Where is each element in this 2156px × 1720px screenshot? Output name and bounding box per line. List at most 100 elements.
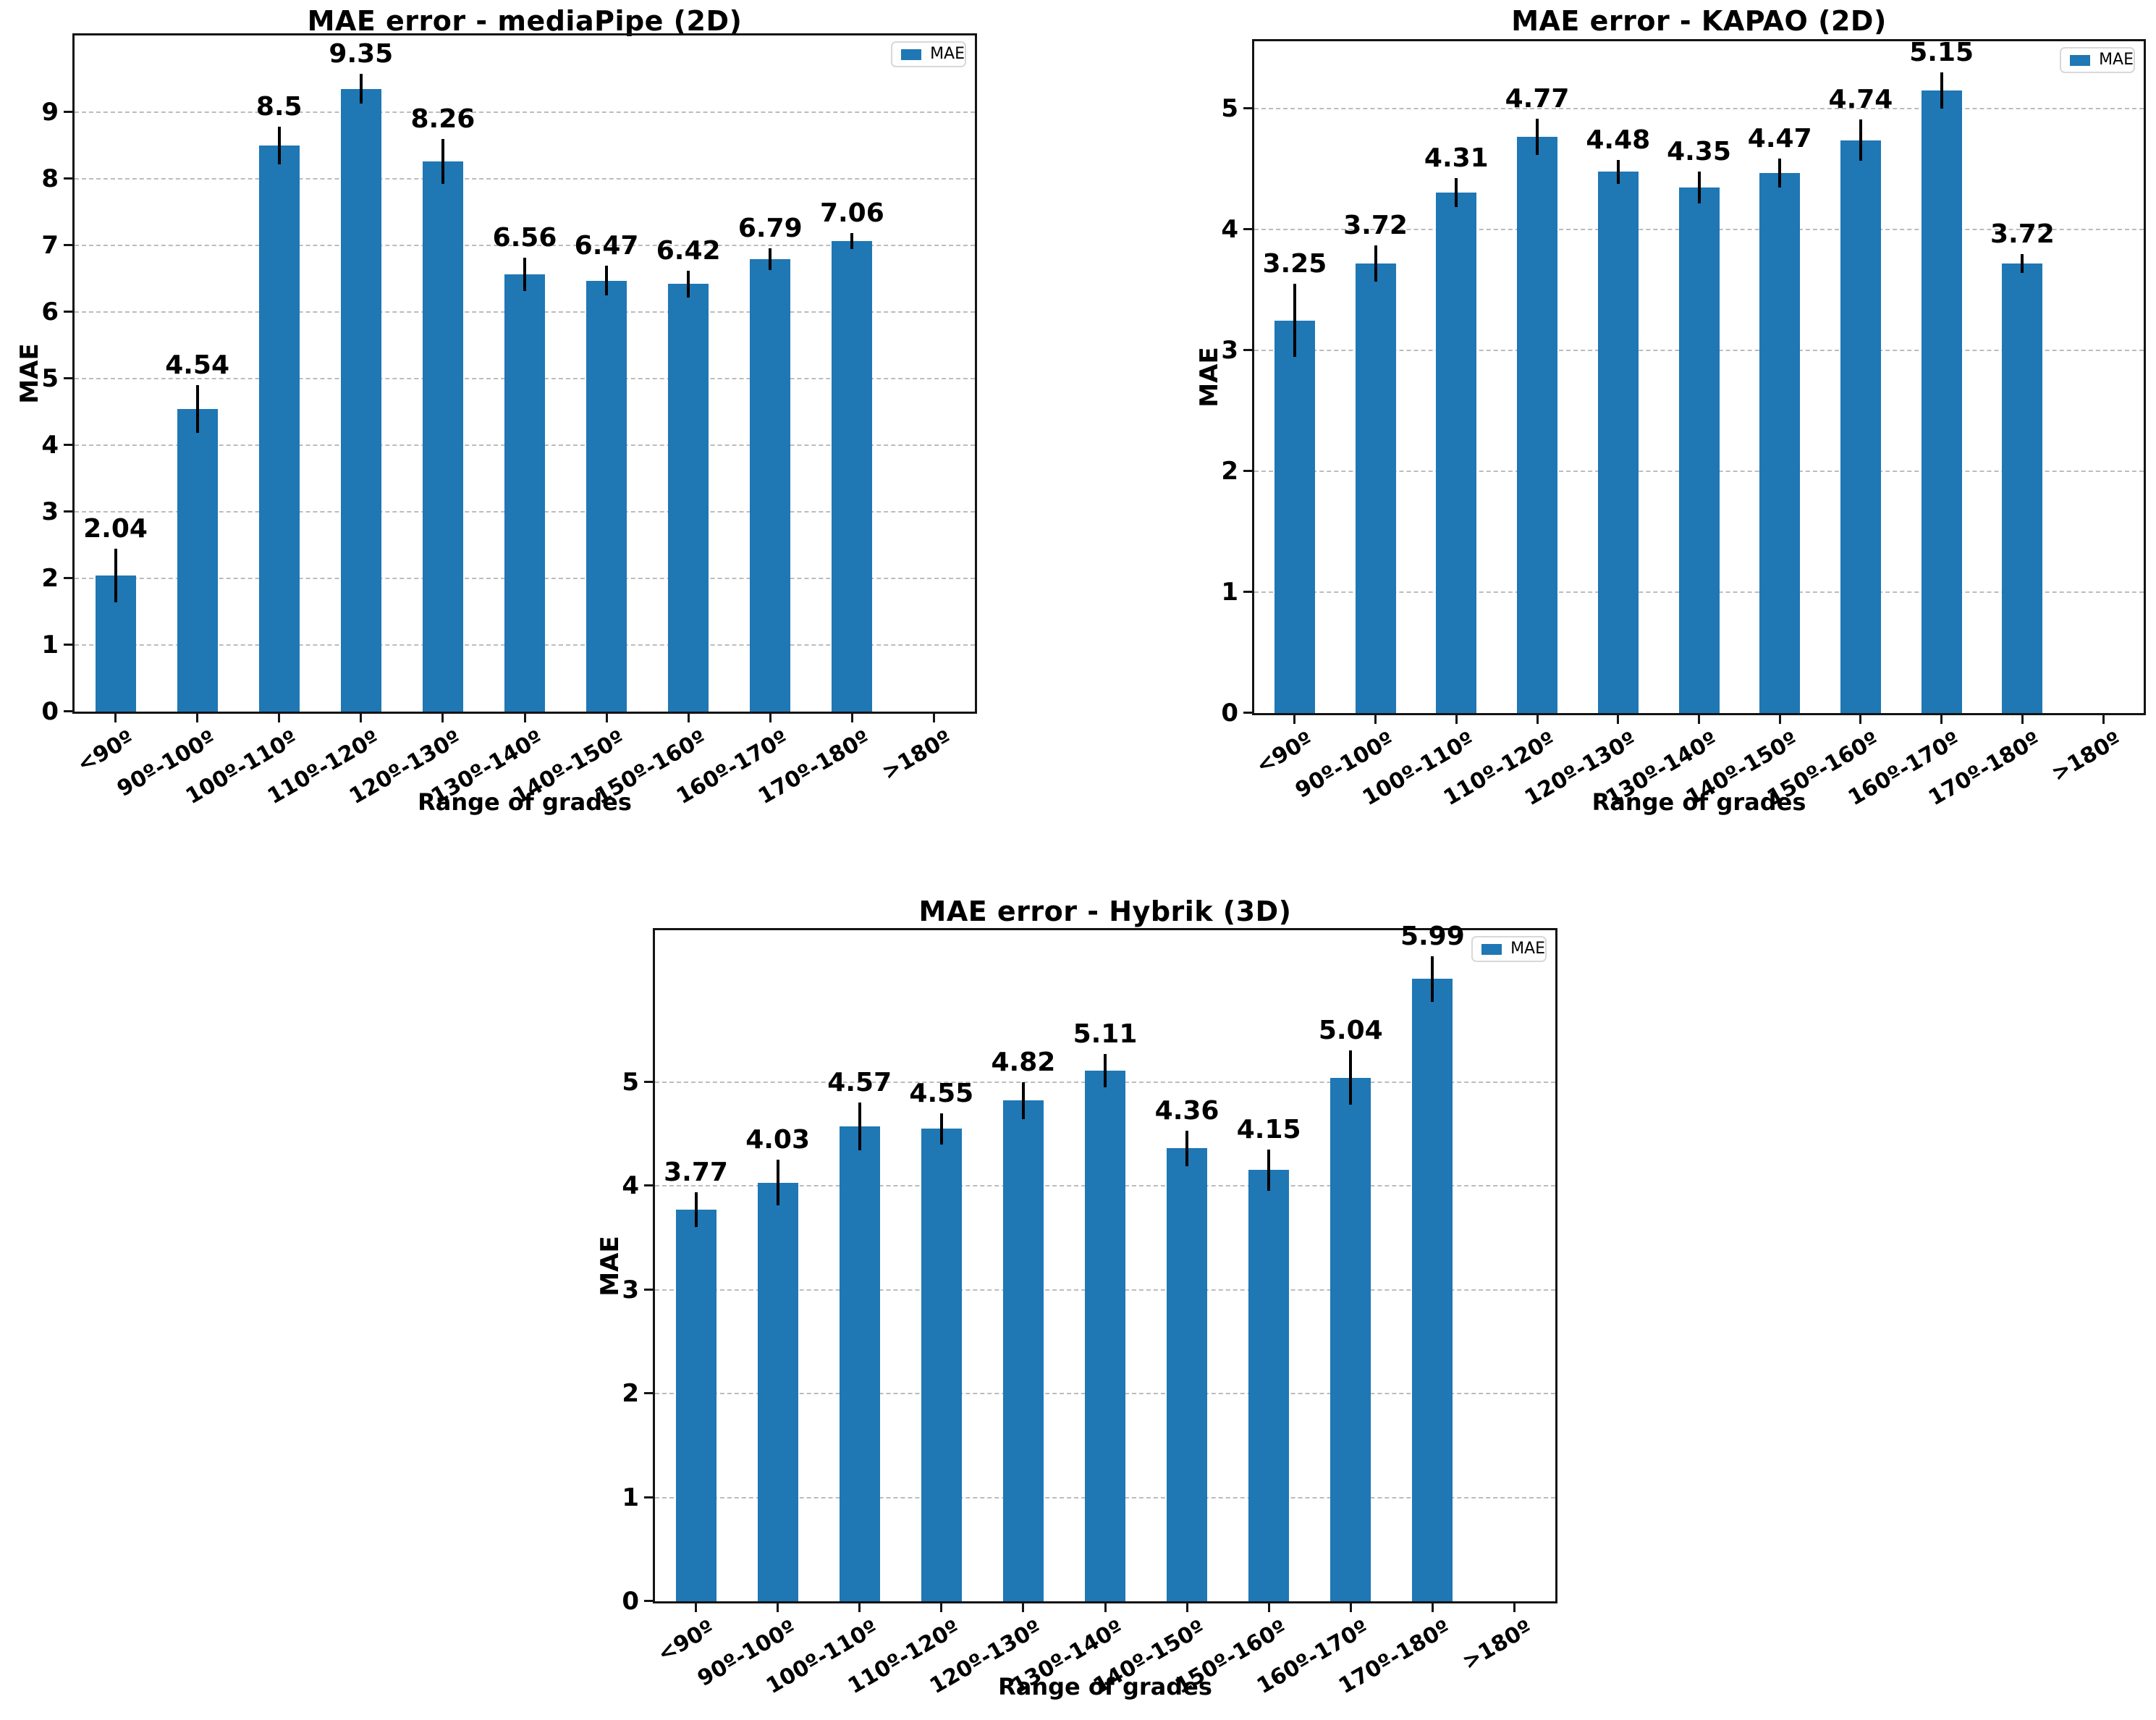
error-bar [687, 270, 690, 298]
error-bar [939, 1113, 943, 1144]
y-tick-label: 4 [622, 1171, 639, 1200]
legend-mae-swatch-icon [901, 49, 922, 60]
error-bar [1104, 1053, 1107, 1087]
bar [2002, 264, 2043, 713]
error-bar [1293, 284, 1296, 357]
bar [1759, 172, 1801, 713]
y-tick [64, 576, 72, 579]
plot-area [653, 928, 1557, 1603]
x-tick [2021, 715, 2024, 724]
bar-value-label: 3.72 [1343, 211, 1408, 241]
y-axis-label: MAE [15, 343, 44, 404]
x-tick [1859, 715, 1862, 724]
y-tick-label: 9 [41, 97, 59, 127]
bar [340, 88, 381, 712]
chart-title: MAE error - Hybrik (3D) [918, 895, 1292, 927]
error-bar [1616, 159, 1620, 184]
bar-value-label: 5.99 [1400, 921, 1465, 951]
x-tick [1185, 1603, 1188, 1612]
error-bar [1021, 1082, 1025, 1120]
x-axis-label: Range of grades [1591, 788, 1806, 816]
y-tick-label: 1 [1221, 578, 1238, 607]
legend-mae-swatch-icon [2070, 54, 2091, 66]
gridline [1254, 108, 2144, 110]
error-bar [605, 266, 609, 295]
y-tick [64, 110, 72, 113]
bar-value-label: 9.35 [329, 39, 394, 69]
bar [757, 1182, 798, 1601]
y-tick-label: 5 [622, 1067, 639, 1097]
error-bar [114, 549, 117, 603]
y-tick-label: 0 [1221, 699, 1238, 728]
legend: MAE [1471, 936, 1547, 962]
bar [832, 241, 873, 712]
error-bar [277, 127, 281, 164]
y-tick-label: 1 [622, 1483, 639, 1512]
error-bar [195, 385, 199, 434]
error-bar [359, 74, 363, 104]
error-bar [850, 233, 854, 250]
bar [1330, 1077, 1371, 1601]
error-bar [1859, 119, 1862, 161]
y-tick-label: 2 [41, 563, 59, 593]
bar-value-label: 4.74 [1828, 85, 1893, 115]
x-axis-label: Range of grades [998, 1673, 1212, 1700]
y-tick-label: 5 [1221, 94, 1238, 124]
x-tick [114, 714, 117, 722]
bar-value-label: 5.04 [1318, 1016, 1383, 1046]
bar [668, 284, 709, 712]
y-tick [644, 1496, 653, 1498]
x-tick [605, 714, 608, 722]
y-tick [64, 643, 72, 646]
x-tick [1349, 1603, 1352, 1612]
bar [1002, 1100, 1044, 1601]
y-tick-label: 3 [41, 497, 59, 526]
y-tick [64, 443, 72, 446]
y-tick-label: 0 [622, 1587, 639, 1616]
x-tick [1940, 715, 1943, 724]
bar [1436, 192, 1477, 713]
x-tick [441, 714, 444, 722]
bar-value-label: 2.04 [83, 514, 148, 544]
x-tick [1536, 715, 1539, 724]
bar-value-label: 5.15 [1909, 38, 1974, 68]
error-bar [858, 1103, 861, 1151]
error-bar [523, 258, 526, 292]
bar [1678, 187, 1720, 713]
bar-value-label: 4.35 [1667, 137, 1731, 167]
bar [1840, 140, 1881, 713]
bar-value-label: 6.47 [574, 231, 639, 261]
bar-value-label: 4.36 [1154, 1095, 1219, 1126]
y-tick-label: 1 [41, 630, 59, 659]
y-tick-label: 0 [41, 697, 59, 726]
error-bar [1185, 1130, 1189, 1166]
bar [675, 1210, 716, 1601]
bar-value-label: 6.56 [492, 223, 557, 253]
bar-value-label: 6.79 [737, 214, 803, 244]
error-bar [1455, 177, 1458, 207]
y-tick-label: 4 [1221, 215, 1238, 245]
error-bar [776, 1160, 779, 1206]
bar-value-label: 4.15 [1236, 1114, 1301, 1144]
bar-value-label: 4.47 [1747, 123, 1812, 153]
y-axis-label: MAE [596, 1235, 625, 1297]
bar [504, 274, 545, 712]
x-tick [1513, 1603, 1515, 1612]
y-tick-label: 5 [41, 363, 59, 393]
bar [921, 1129, 962, 1601]
error-bar [1697, 172, 1701, 203]
y-tick [1243, 591, 1252, 594]
x-tick [1778, 715, 1781, 724]
error-bar [1940, 72, 1943, 109]
bar-value-label: 3.25 [1262, 249, 1327, 279]
y-tick [64, 510, 72, 513]
x-tick [1104, 1603, 1107, 1612]
plot-area [72, 33, 977, 714]
gridline [75, 177, 975, 180]
bar-value-label: 3.72 [1990, 219, 2055, 249]
x-tick [932, 714, 935, 722]
y-tick [1243, 470, 1252, 473]
y-tick-label: 4 [41, 430, 59, 460]
y-tick-label: 3 [622, 1275, 639, 1304]
